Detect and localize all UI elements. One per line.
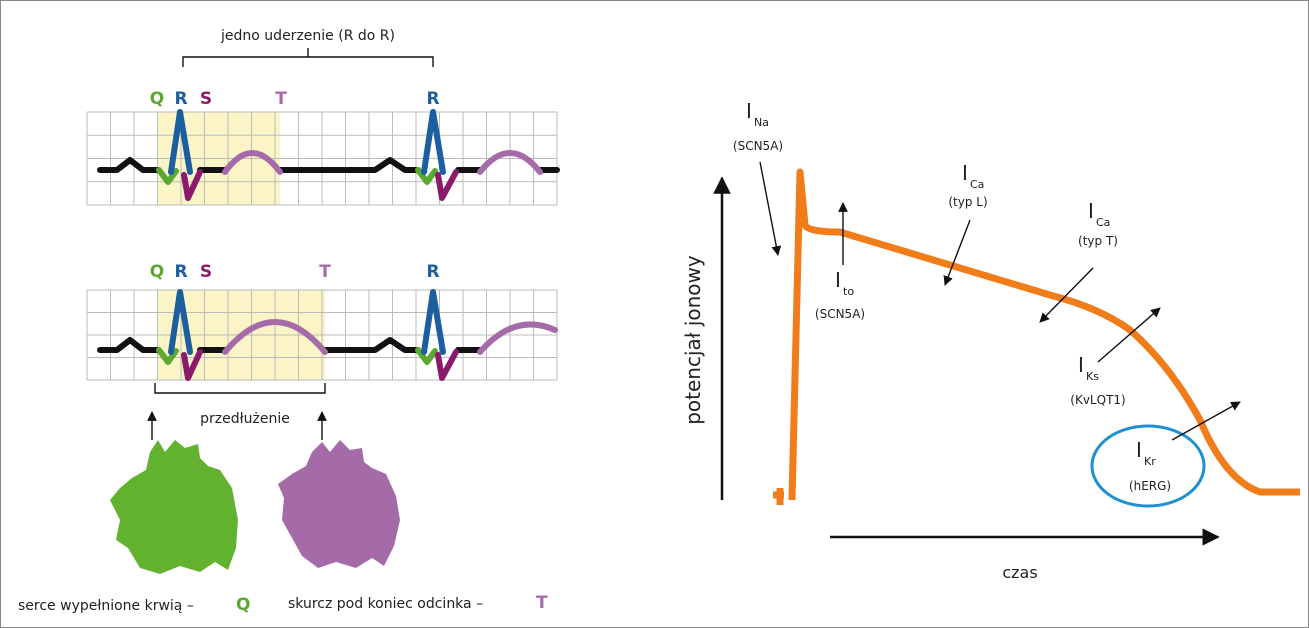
s-wave [181, 169, 203, 201]
current-subscript: to [843, 285, 854, 298]
current-subscript: Ks [1086, 370, 1099, 383]
wave-label: R [174, 262, 187, 282]
current-subscript: Kr [1144, 455, 1156, 468]
heart-filled [110, 440, 238, 574]
ecg-strip: Q R S T R [86, 89, 560, 206]
arrow [1097, 307, 1161, 363]
prolongation-bracket [154, 383, 326, 394]
current-symbol: I [1088, 199, 1094, 223]
t-wave [222, 319, 328, 355]
caption: skurcz pod koniec odcinka – [288, 596, 483, 612]
s-wave [435, 349, 459, 381]
current-symbol: I [746, 99, 752, 123]
wave-label: Q [150, 262, 164, 282]
t-wave [222, 150, 283, 175]
r-wave [168, 109, 193, 175]
arrow [1039, 267, 1094, 323]
caption: serce wypełnione krwią – [18, 598, 194, 614]
y-label: potencjał jonowy [681, 255, 705, 425]
arrow [1171, 401, 1241, 441]
q-wave [415, 347, 438, 365]
r-wave [168, 289, 193, 355]
arrow [759, 161, 782, 256]
current-gene: (SCN5A) [815, 307, 865, 321]
r-wave [421, 109, 446, 175]
action-potential-curve [773, 168, 1300, 505]
wave-label: Q [150, 89, 164, 109]
q-wave [415, 167, 438, 185]
beat-bracket [182, 48, 434, 67]
x-label: czas [1002, 563, 1037, 582]
caption-letter: T [536, 593, 548, 613]
caption-letter: Q [236, 595, 250, 615]
s-wave [435, 169, 459, 201]
current-gene: (KvLQT1) [1070, 393, 1125, 407]
current-subscript: Ca [1096, 216, 1110, 229]
heart-contracted [278, 440, 400, 568]
s-wave [181, 349, 203, 381]
current-gene: (typ L) [948, 195, 987, 209]
wave-label: S [200, 89, 212, 109]
current-gene: (hERG) [1129, 479, 1171, 493]
r-wave [421, 289, 446, 355]
wave-label: R [174, 89, 187, 109]
wave-label: R [426, 262, 439, 282]
current-gene: (SCN5A) [733, 139, 783, 153]
q-wave [156, 167, 179, 185]
current-labels: I Na(SCN5A)I to(SCN5A)I Ca(typ L) I Ca(typ T)… [733, 99, 1171, 493]
beat-label: jedno uderzenie (R do R) [220, 28, 395, 44]
t-wave [477, 321, 558, 355]
current-symbol: I [1136, 438, 1142, 462]
t-wave [477, 150, 543, 175]
baseline [97, 337, 483, 353]
ecg-strip: Q R S T R [86, 262, 558, 381]
highlight-ellipse [1090, 424, 1206, 508]
current-gene: (typ T) [1078, 234, 1118, 248]
current-symbol: I [1078, 353, 1084, 377]
wave-label: T [319, 262, 331, 282]
current-subscript: Ca [970, 178, 984, 191]
wave-label: S [200, 262, 212, 282]
current-symbol: I [835, 268, 841, 292]
arrow [943, 219, 971, 286]
wave-label: R [426, 89, 439, 109]
prolongation-label: przedłużenie [200, 411, 290, 427]
current-symbol: I [962, 161, 968, 185]
wave-label: T [275, 89, 287, 109]
current-subscript: Na [754, 116, 769, 129]
baseline [97, 157, 560, 173]
q-wave [156, 347, 179, 365]
